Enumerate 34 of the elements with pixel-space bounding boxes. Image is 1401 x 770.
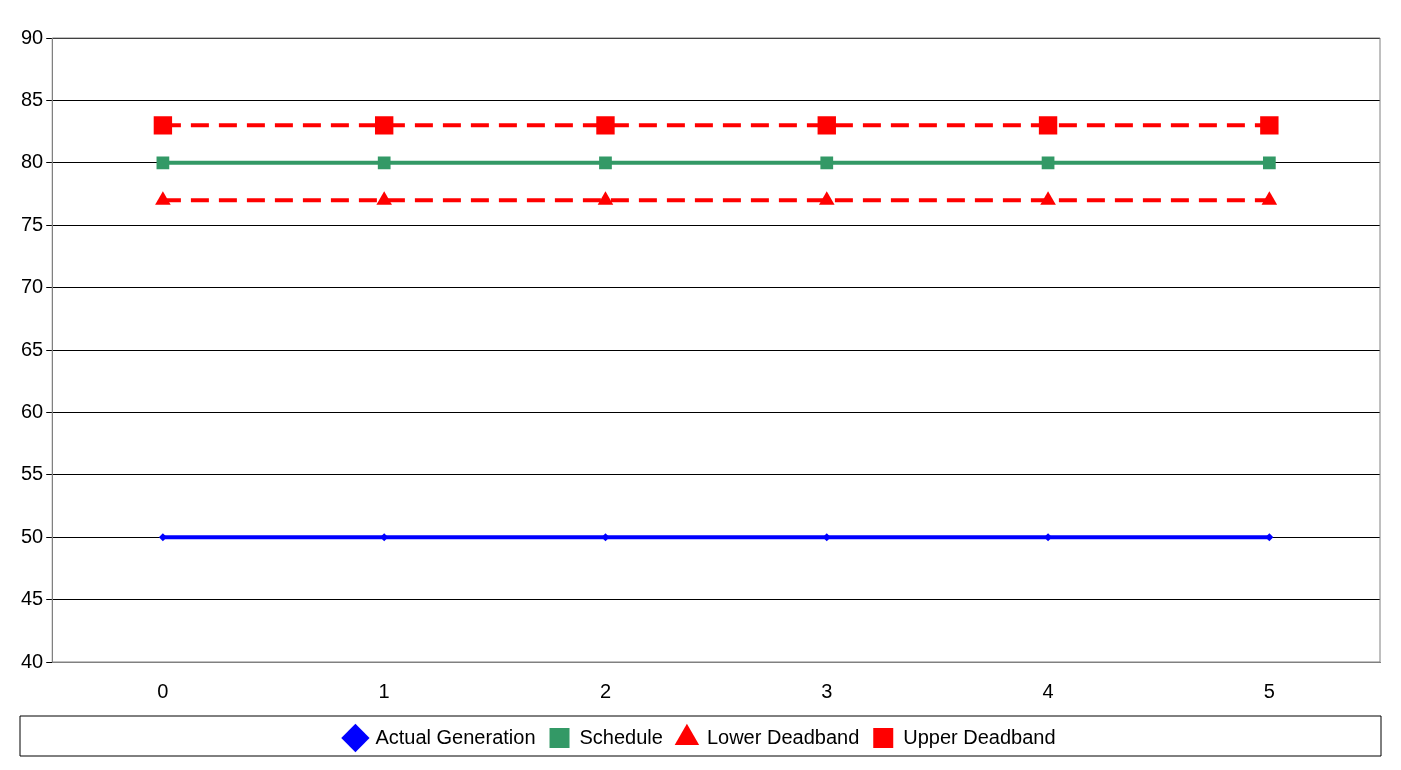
x-tick-label: 3 [821, 679, 833, 702]
point [377, 156, 391, 170]
y-tick-label: 80 [21, 150, 44, 173]
point [596, 116, 615, 135]
y-tick-label: 60 [21, 399, 44, 422]
point [599, 156, 612, 170]
point [1262, 156, 1276, 170]
y-tick-label: 90 [21, 25, 44, 48]
point [1038, 116, 1058, 135]
point [374, 116, 394, 135]
y-tick-label: 75 [21, 212, 44, 235]
point [1260, 116, 1279, 135]
y-tick-label: 50 [21, 524, 44, 547]
x-tick-label: 0 [157, 679, 169, 702]
legend-label: Lower Deadband [706, 725, 860, 748]
legend-label: Actual Generation [375, 725, 536, 748]
y-tick-label: 55 [21, 462, 44, 485]
point [1041, 156, 1055, 170]
point [153, 116, 173, 135]
point [158, 533, 167, 542]
legend-label: Schedule [579, 725, 663, 748]
y-tick-label: 40 [21, 649, 44, 672]
x-tick-label: 4 [1042, 679, 1054, 702]
x-tick-label: 2 [599, 679, 612, 702]
point [820, 156, 834, 170]
point [156, 156, 170, 170]
y-tick-label: 45 [21, 587, 44, 610]
point [817, 116, 836, 135]
legend-label: Upper Deadband [903, 725, 1056, 748]
x-tick-label: 5 [1263, 679, 1275, 702]
y-tick-label: 85 [21, 87, 44, 110]
y-tick-label: 70 [21, 275, 44, 298]
x-tick-label: 1 [378, 679, 390, 702]
y-tick-label: 65 [21, 337, 44, 360]
